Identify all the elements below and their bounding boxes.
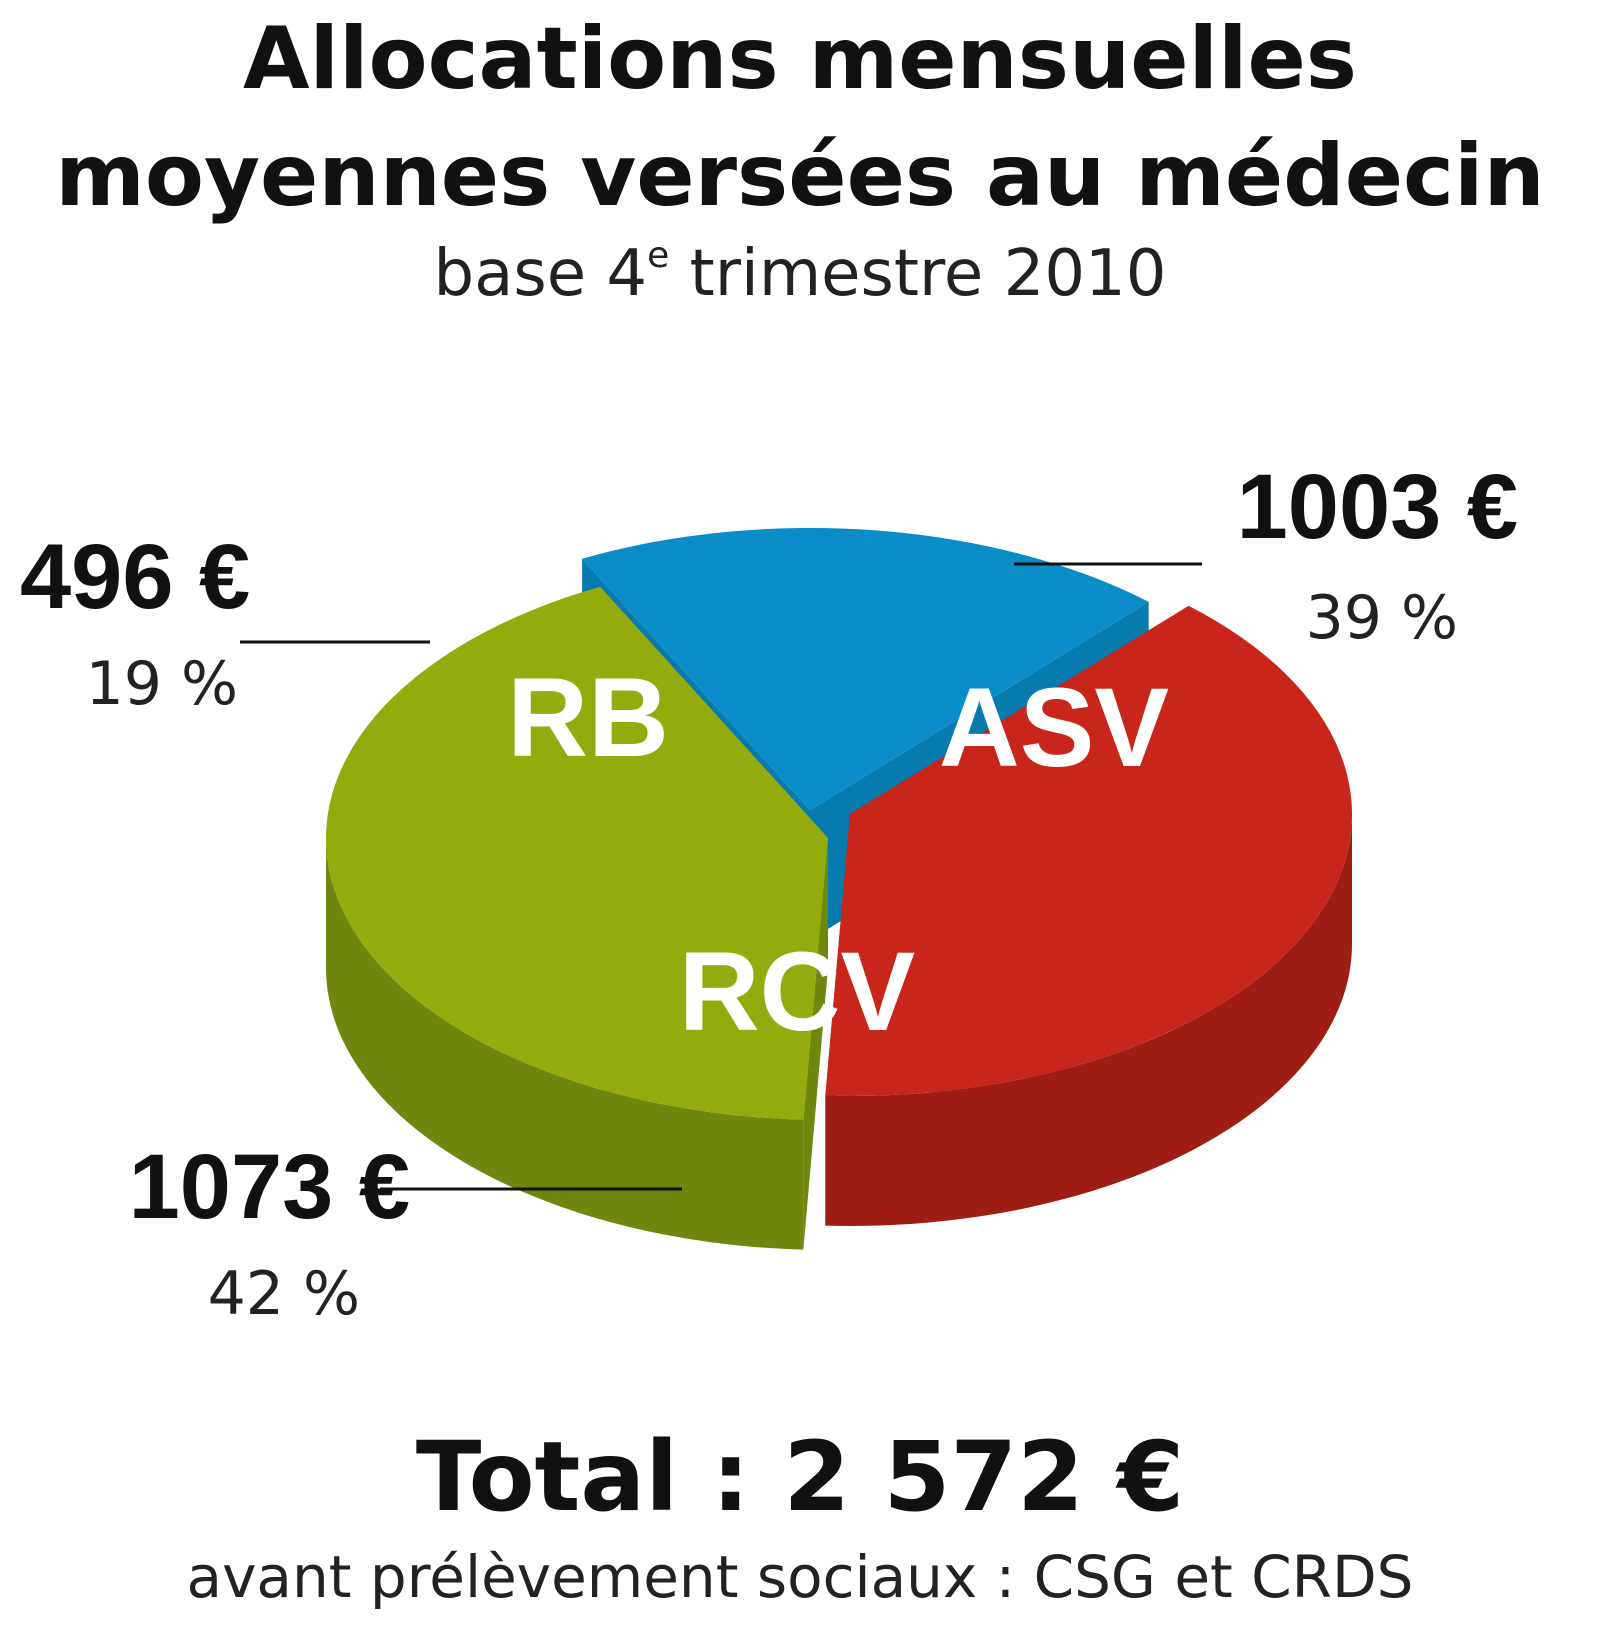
chart-title-line-1: Allocations mensuelles (243, 9, 1357, 109)
subtitle-suffix: trimestre 2010 (669, 237, 1166, 311)
slice-label-rcv: RCV (679, 929, 915, 1054)
asv-value-label: 1003 € (1237, 456, 1518, 558)
total-label: Total : 2 572 € (416, 1421, 1184, 1533)
slice-label-rb: RB (507, 655, 669, 780)
slice-rcv-side (326, 838, 804, 1250)
chart-title-line-2: moyennes versées au médecin (55, 126, 1544, 226)
chart-subtitle: base 4e trimestre 2010 (434, 235, 1167, 311)
rb-percent-label: 19 % (86, 649, 238, 719)
rb-value-label: 496 € (20, 526, 250, 628)
footnote: avant prélèvement sociaux : CSG et CRDS (187, 1543, 1414, 1611)
pie-group (325, 527, 1353, 1250)
rcv-percent-label: 42 % (208, 1259, 360, 1329)
subtitle-prefix: base 4 (434, 237, 648, 311)
leader-lines-group (240, 562, 1202, 1191)
asv-percent-label: 39 % (1306, 583, 1458, 653)
slice-rb (582, 527, 1149, 810)
rcv-value-label: 1073 € (129, 1136, 410, 1238)
slice-rcv (325, 586, 828, 1120)
slice-label-asv: ASV (939, 665, 1169, 790)
subtitle-superscript: e (647, 235, 669, 276)
slice-asv (825, 605, 1353, 1097)
slice-asv-side (825, 814, 1352, 1226)
